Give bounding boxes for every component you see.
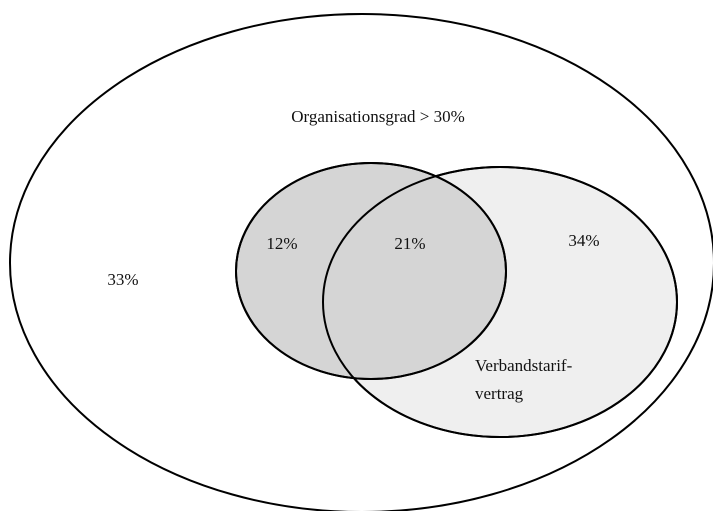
set-fill: [235, 162, 507, 380]
region-label: 21%: [394, 234, 425, 253]
set-label: Verbandstarif-: [475, 356, 573, 375]
set-label: Organisationsgrad > 30%: [291, 107, 465, 126]
region-label: 34%: [568, 231, 599, 250]
region-label: 33%: [107, 270, 138, 289]
region-label: 12%: [266, 234, 297, 253]
set-outline: [322, 166, 678, 438]
set-outline: [235, 162, 507, 380]
set-label: vertrag: [475, 384, 524, 403]
